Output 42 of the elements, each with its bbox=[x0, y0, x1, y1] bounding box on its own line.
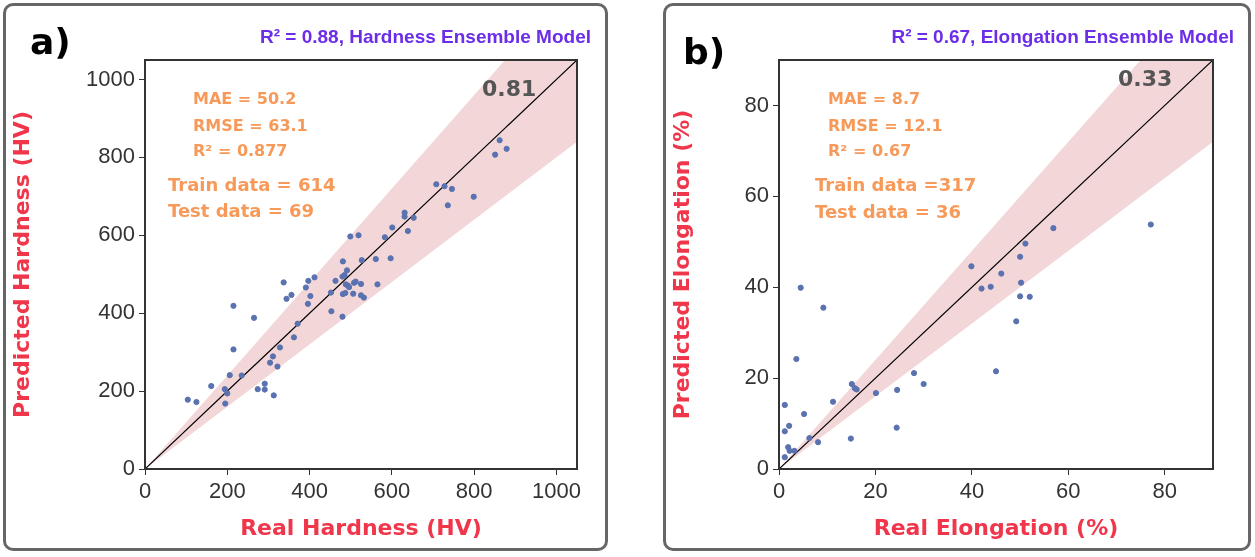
y-tick-label: 40 bbox=[744, 273, 769, 299]
x-tick-label: 600 bbox=[373, 478, 411, 504]
x-tick-label: 800 bbox=[455, 478, 493, 504]
annotation: 0.33 bbox=[1118, 65, 1173, 91]
chart-title: R² = 0.67, Elongation Ensemble Model bbox=[891, 26, 1234, 48]
x-tick-label: 400 bbox=[291, 478, 328, 504]
x-tick-label: 80 bbox=[1152, 478, 1178, 504]
x-tick-label: 60 bbox=[1056, 478, 1081, 504]
y-axis-title: Predicted Elongation (%) bbox=[668, 109, 694, 420]
text: a) bbox=[30, 21, 71, 63]
annotation: MAE = 8.7 bbox=[828, 89, 921, 109]
y-tick-label: 200 bbox=[98, 377, 135, 403]
y-tick-label: 1000 bbox=[86, 65, 135, 91]
annotation: RMSE = 12.1 bbox=[828, 116, 943, 136]
text: b) bbox=[683, 31, 726, 73]
x-tick-label: 20 bbox=[863, 478, 888, 504]
annotation: Train data = 614 bbox=[168, 173, 336, 195]
annotation: 0.81 bbox=[482, 75, 537, 101]
y-axis-title: Predicted Hardness (HV) bbox=[8, 111, 34, 418]
y-tick-label: 600 bbox=[98, 221, 135, 247]
y-tick-label: 400 bbox=[98, 299, 135, 325]
annotation: R² = 0.67 bbox=[828, 141, 912, 161]
chart-title: R² = 0.88, Hardness Ensemble Model bbox=[259, 26, 591, 48]
annotation: R² = 0.877 bbox=[193, 141, 288, 161]
y-tick-label: 800 bbox=[98, 143, 135, 169]
x-tick-label: 40 bbox=[959, 478, 985, 504]
annotation: Test data = 36 bbox=[815, 200, 962, 222]
x-tick-label: 0 bbox=[772, 478, 786, 504]
y-tick-label: 80 bbox=[744, 91, 769, 117]
y-tick-label: 0 bbox=[122, 455, 135, 481]
y-tick-label: 20 bbox=[744, 364, 769, 390]
annotation: Test data = 69 bbox=[168, 199, 315, 221]
annotation: RMSE = 63.1 bbox=[193, 116, 308, 136]
y-tick-label: 0 bbox=[756, 455, 769, 481]
x-axis-title: Real Hardness (HV) bbox=[240, 514, 482, 540]
annotation: Train data =317 bbox=[815, 173, 977, 195]
x-tick-label: 0 bbox=[138, 478, 152, 504]
x-axis-title: Real Elongation (%) bbox=[873, 514, 1119, 540]
x-tick-label: 1000 bbox=[531, 478, 581, 504]
x-tick-label: 200 bbox=[208, 478, 246, 504]
annotation: MAE = 50.2 bbox=[193, 89, 297, 109]
y-tick-label: 60 bbox=[744, 182, 769, 208]
